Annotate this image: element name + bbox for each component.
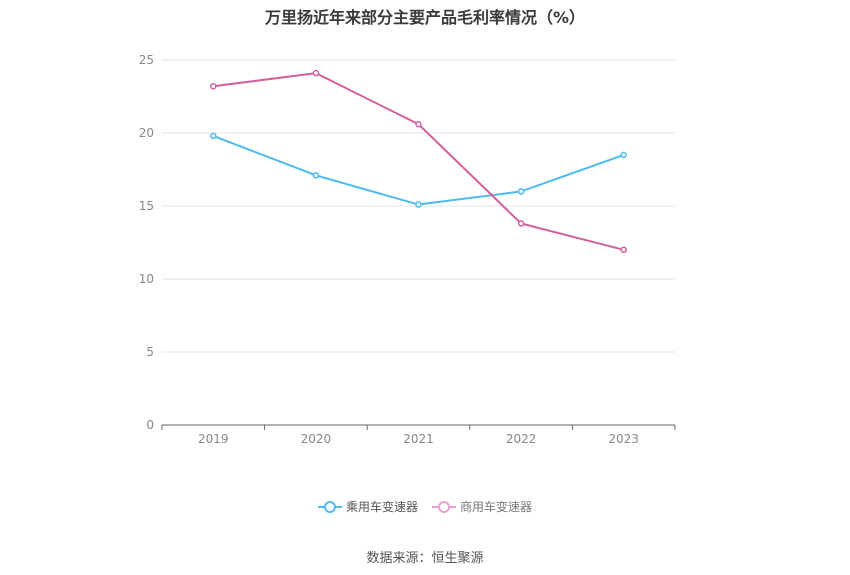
data-point-passenger-2020	[312, 172, 320, 179]
y-tick-label-5: 5	[146, 345, 154, 359]
legend-label-commercial: 商用车变速器	[460, 500, 533, 514]
legend-marker-commercial-icon	[432, 500, 456, 513]
data-point-commercial-2021	[415, 120, 422, 128]
legend: 乘用车变速器 商用车变速器	[0, 498, 850, 515]
data-source: 数据来源：恒生聚源	[366, 551, 484, 566]
x-tick-label-2019: 2019	[198, 432, 229, 446]
chart-title: 万里扬近年来部分主要产品毛利率情况（%）	[264, 8, 586, 27]
data-point-commercial-2022	[517, 220, 525, 227]
data-point-commercial-2019	[210, 83, 217, 90]
y-tick-label-25: 25	[139, 53, 154, 67]
data-point-passenger-2019	[210, 132, 217, 140]
y-tick-label-20: 20	[139, 126, 154, 140]
data-point-commercial-2020	[312, 69, 320, 77]
y-tick-label-15: 15	[139, 199, 154, 213]
legend-item-commercial[interactable]: 商用车变速器	[432, 498, 532, 515]
series-line-passenger	[212, 134, 625, 206]
data-point-passenger-2023	[620, 151, 627, 159]
x-tick-label-2020: 2020	[301, 432, 332, 446]
y-tick-label-10: 10	[139, 272, 154, 286]
data-point-passenger-2021	[415, 201, 422, 208]
legend-marker-passenger-icon	[317, 500, 342, 513]
data-point-commercial-2023	[620, 246, 627, 254]
series-line-commercial	[213, 72, 624, 251]
legend-item-passenger[interactable]: 乘用车变速器	[317, 498, 418, 515]
y-tick-label-0: 0	[146, 418, 154, 432]
data-point-passenger-2022	[517, 188, 525, 195]
x-tick-label-2021: 2021	[403, 432, 434, 446]
x-tick-label-2023: 2023	[608, 432, 639, 446]
legend-label-passenger: 乘用车变速器	[345, 500, 418, 514]
x-tick-label-2022: 2022	[506, 432, 537, 446]
